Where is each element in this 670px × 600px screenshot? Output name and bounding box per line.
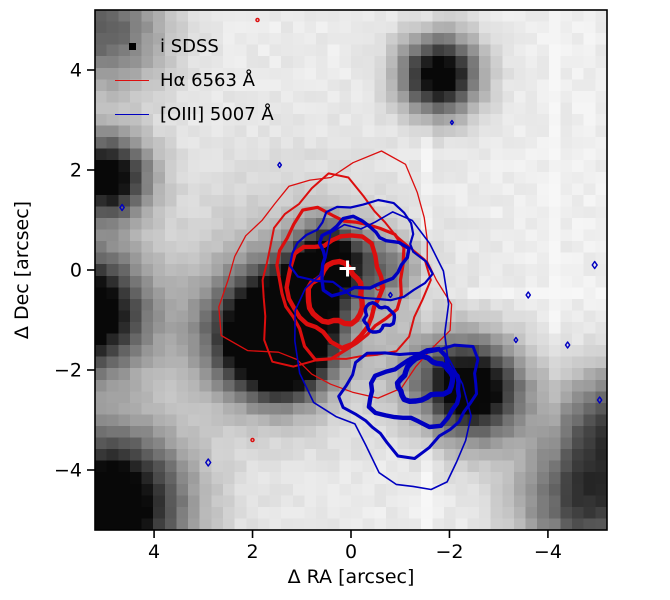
legend-item-oiii: [OIII] 5007 Å <box>112 97 274 131</box>
legend-label-halpha: Hα 6563 Å <box>160 69 255 91</box>
oiii-marker-cell <box>112 113 152 115</box>
halpha-contour <box>284 233 386 351</box>
oiii-speck <box>205 458 212 467</box>
x-axis-label: Δ RA [arcsec] <box>287 566 415 588</box>
legend-label-oiii: [OIII] 5007 Å <box>160 103 274 125</box>
oiii-speck <box>513 336 519 344</box>
halpha-contour <box>275 205 406 362</box>
x-tick-label: 0 <box>345 541 357 563</box>
sdss-marker-cell <box>112 42 152 50</box>
y-tick-label: 2 <box>70 160 82 182</box>
oiii-speck <box>387 291 393 299</box>
oiii-contour <box>288 198 434 302</box>
square-marker-icon <box>128 42 136 50</box>
oiii-speck <box>591 260 598 270</box>
y-tick-label: 0 <box>70 260 82 282</box>
oiii-line-icon <box>115 113 149 115</box>
legend-item-i-sdss: i SDSS <box>112 29 274 63</box>
halpha-speck <box>255 17 260 23</box>
oiii-speck <box>564 341 571 349</box>
halpha-contour <box>305 258 365 327</box>
halpha-marker-cell <box>112 79 152 81</box>
oiii-contour <box>394 353 456 404</box>
oiii-speck <box>525 291 532 299</box>
halpha-line-icon <box>115 79 149 81</box>
oiii-speck <box>449 119 455 126</box>
center-plus-marker <box>339 260 356 277</box>
oiii-contour <box>362 301 397 334</box>
y-tick-label: −4 <box>54 460 82 482</box>
oiii-contour <box>294 211 472 491</box>
oiii-speck <box>119 203 125 212</box>
y-tick-label: −2 <box>54 360 82 382</box>
x-tick-label: −2 <box>435 541 463 563</box>
oiii-speck <box>596 396 603 404</box>
contours-group <box>119 17 603 491</box>
plot-border <box>94 9 608 531</box>
oiii-contour <box>366 346 462 430</box>
x-tick-label: 4 <box>148 541 160 563</box>
oiii-speck <box>277 161 283 169</box>
oiii-contour <box>317 214 411 298</box>
x-tick-label: 2 <box>246 541 258 563</box>
legend-label-i-sdss: i SDSS <box>160 35 219 57</box>
halpha-contour <box>261 172 432 368</box>
x-tick-label: −4 <box>534 541 562 563</box>
halpha-speck <box>250 437 255 443</box>
legend-item-halpha: Hα 6563 Å <box>112 63 274 97</box>
oiii-contour <box>337 343 480 460</box>
y-axis-label: Δ Dec [arcsec] <box>11 200 33 340</box>
legend: i SDSS Hα 6563 Å [OIII] 5007 Å <box>112 29 274 131</box>
y-tick-label: 4 <box>70 60 82 82</box>
